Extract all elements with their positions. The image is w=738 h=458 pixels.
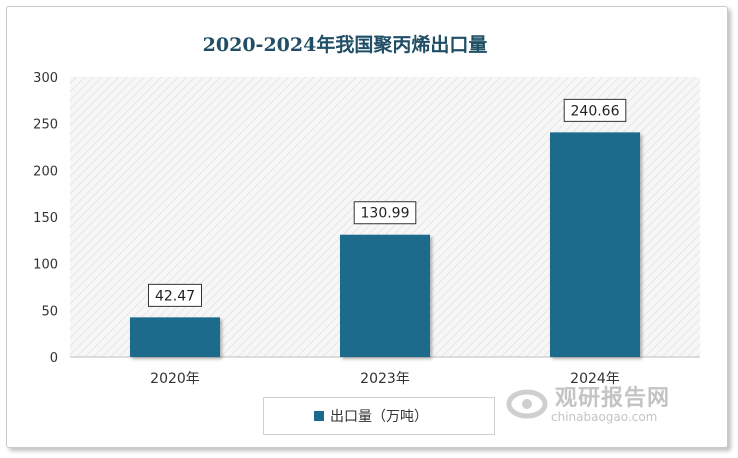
data-label-box xyxy=(563,98,627,122)
data-label-box xyxy=(148,283,202,307)
y-tick-label: 100 xyxy=(33,258,58,273)
data-label-box xyxy=(353,201,417,225)
watermark-logo-icon xyxy=(506,389,548,419)
data-label-text: 130.99 xyxy=(361,206,410,222)
y-tick-label: 250 xyxy=(33,118,58,133)
legend-swatch xyxy=(314,411,324,421)
watermark-name: 观研报告网 xyxy=(555,386,671,411)
data-label-0: 42.47 xyxy=(148,283,202,307)
bar-1 xyxy=(340,234,430,357)
bar-2 xyxy=(550,132,640,357)
legend: 出口量（万吨） xyxy=(263,397,495,435)
data-label-text: 240.66 xyxy=(571,103,620,119)
bar-0 xyxy=(130,317,220,357)
data-label-text: 42.47 xyxy=(155,288,195,304)
watermark: 观研报告网 chinabaogao.com xyxy=(505,380,705,430)
y-tick-label: 50 xyxy=(41,304,58,319)
watermark-url: chinabaogao.com xyxy=(551,410,658,424)
y-tick-label: 150 xyxy=(33,211,58,226)
data-label-1: 130.99 xyxy=(353,201,417,225)
legend-label: 出口量（万吨） xyxy=(330,409,428,425)
x-category-label: 2024年 xyxy=(570,371,620,387)
y-tick-label: 0 xyxy=(50,351,58,366)
chart-title: 2020-2024年我国聚丙烯出口量 xyxy=(202,34,488,56)
data-label-2: 240.66 xyxy=(563,98,627,122)
x-category-label: 2020年 xyxy=(150,371,200,387)
y-tick-label: 300 xyxy=(33,71,58,86)
y-tick-label: 200 xyxy=(33,164,58,179)
x-category-label: 2023年 xyxy=(360,371,410,387)
